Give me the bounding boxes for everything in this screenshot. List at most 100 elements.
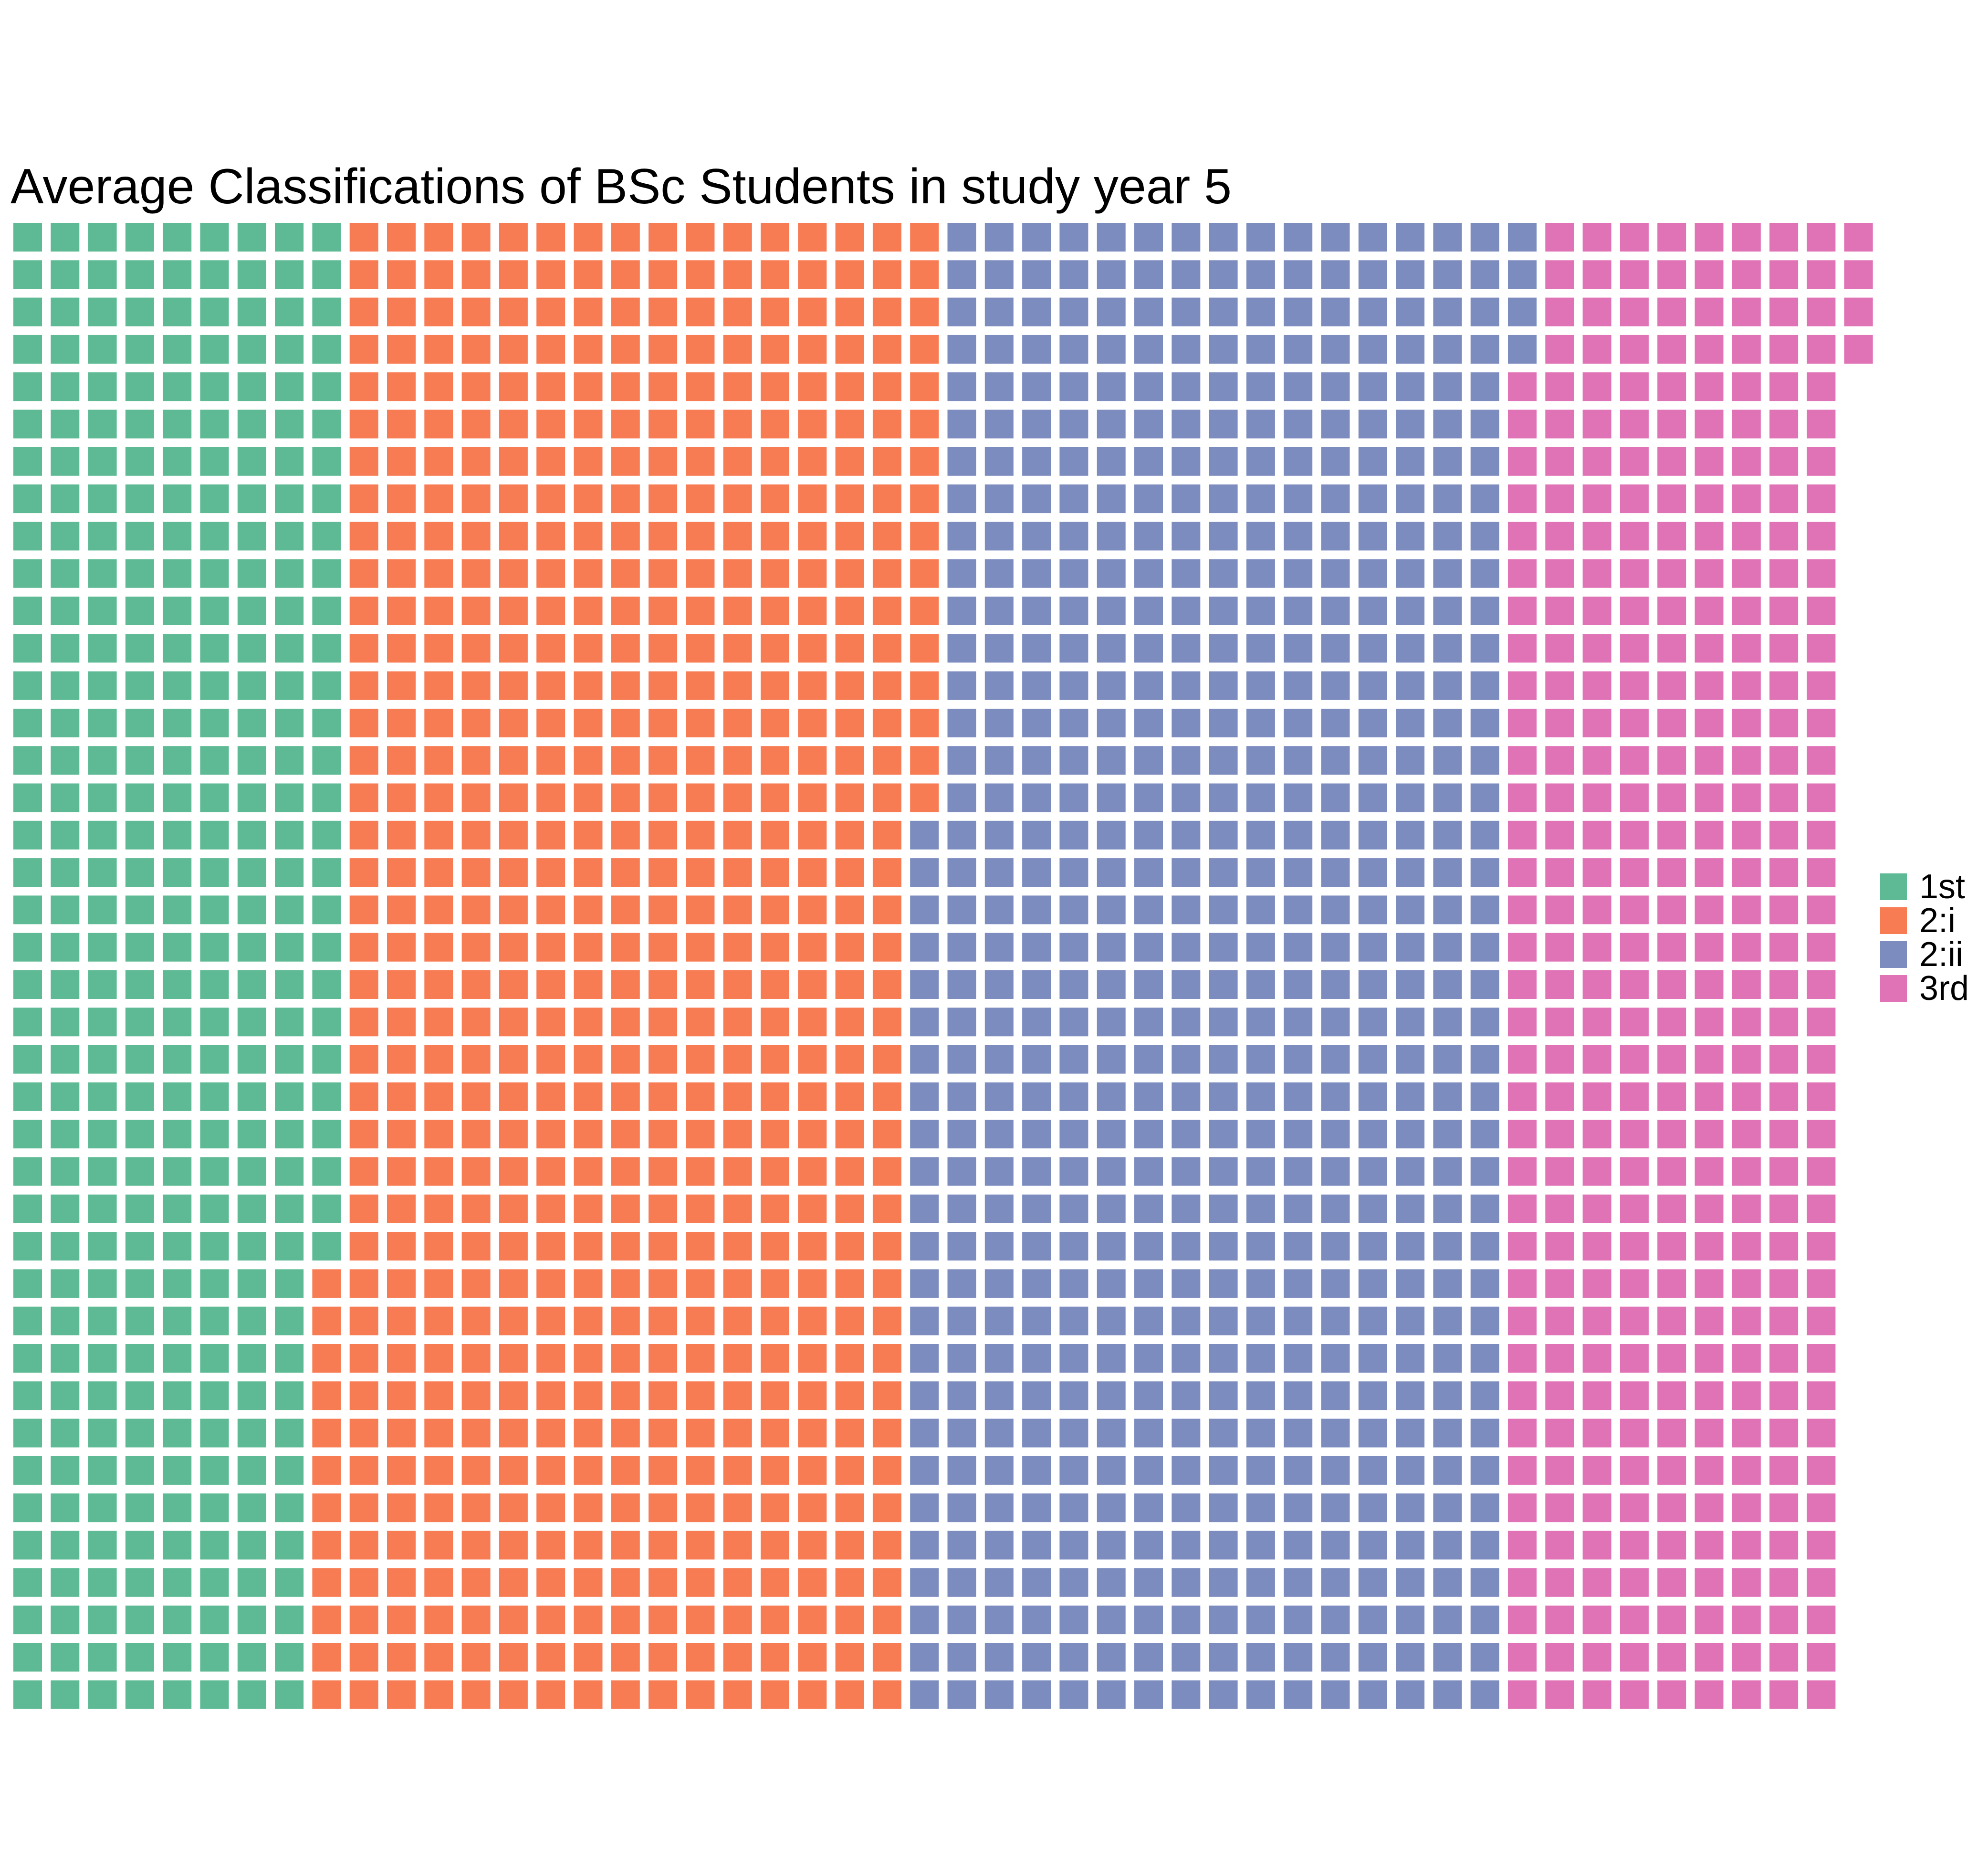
waffle-cell-3rd [1732, 1418, 1761, 1448]
waffle-cell-3rd [1582, 634, 1611, 663]
waffle-cell-3rd [1620, 1120, 1649, 1149]
waffle-cell-1st [312, 522, 341, 551]
waffle-cell-2:ii [1172, 1680, 1201, 1709]
waffle-cells [13, 223, 1873, 1709]
waffle-cell-2:i [499, 1082, 528, 1111]
waffle-cell-2:ii [1396, 970, 1425, 999]
waffle-cell-1st [275, 522, 304, 551]
waffle-cell-2:ii [1284, 1120, 1313, 1149]
waffle-cell-2:ii [1134, 260, 1163, 289]
waffle-cell-1st [88, 335, 117, 364]
waffle-cell-1st [125, 708, 154, 737]
waffle-cell-2:ii [1134, 297, 1163, 326]
waffle-cell-2:i [461, 1344, 491, 1373]
waffle-cell-3rd [1582, 1493, 1611, 1522]
waffle-cell-2:ii [1433, 1008, 1462, 1037]
waffle-cell-2:ii [1059, 297, 1088, 326]
waffle-cell-2:i [910, 372, 939, 401]
waffle-cell-1st [51, 1045, 80, 1074]
waffle-cell-2:ii [947, 1456, 976, 1485]
waffle-cell-2:i [424, 970, 453, 999]
waffle-cell-1st [88, 1232, 117, 1261]
waffle-cell-2:i [872, 1418, 901, 1448]
waffle-cell-1st [200, 1493, 229, 1522]
waffle-cell-2:ii [1209, 223, 1238, 252]
waffle-cell-2:ii [1321, 335, 1350, 364]
waffle-cell-2:i [611, 484, 640, 514]
waffle-cell-3rd [1657, 933, 1686, 962]
waffle-cell-1st [237, 783, 266, 812]
waffle-cell-1st [163, 1344, 192, 1373]
waffle-cell-2:i [872, 372, 901, 401]
waffle-cell-2:ii [1396, 1606, 1425, 1635]
waffle-cell-2:ii [947, 1531, 976, 1560]
waffle-cell-2:ii [1433, 1493, 1462, 1522]
waffle-cell-3rd [1545, 746, 1574, 775]
waffle-cell-2:ii [1396, 223, 1425, 252]
legend-item-2:ii: 2:ii [1880, 935, 1963, 974]
waffle-cell-2:i [424, 484, 453, 514]
waffle-cell-2:ii [1284, 410, 1313, 439]
waffle-cell-2:ii [1134, 372, 1163, 401]
waffle-cell-2:ii [1433, 858, 1462, 887]
waffle-cell-2:ii [910, 1008, 939, 1037]
waffle-cell-2:ii [1284, 522, 1313, 551]
waffle-cell-2:ii [1358, 559, 1387, 588]
waffle-cell-3rd [1582, 671, 1611, 700]
waffle-cell-2:ii [1358, 1493, 1387, 1522]
waffle-cell-2:i [872, 1082, 901, 1111]
waffle-cell-2:i [835, 1008, 864, 1037]
waffle-cell-3rd [1695, 708, 1724, 737]
waffle-cell-2:i [461, 223, 491, 252]
waffle-cell-2:i [649, 223, 678, 252]
waffle-cell-2:ii [1433, 1120, 1462, 1149]
waffle-cell-2:i [686, 1157, 715, 1186]
waffle-cell-2:i [761, 783, 789, 812]
waffle-cell-2:i [611, 1418, 640, 1448]
waffle-cell-3rd [1695, 820, 1724, 850]
waffle-cell-1st [88, 223, 117, 252]
waffle-cell-2:i [387, 522, 416, 551]
waffle-cell-2:ii [984, 708, 1014, 737]
waffle-cell-2:ii [1059, 410, 1088, 439]
waffle-cell-3rd [1695, 522, 1724, 551]
waffle-cell-2:ii [1059, 1493, 1088, 1522]
waffle-cell-2:i [649, 260, 678, 289]
waffle-cell-2:ii [1396, 1493, 1425, 1522]
waffle-cell-2:i [798, 933, 827, 962]
waffle-cell-2:ii [1059, 1120, 1088, 1149]
waffle-cell-2:i [536, 1269, 565, 1298]
waffle-cell-2:i [611, 223, 640, 252]
waffle-cell-2:i [649, 1045, 678, 1074]
waffle-cell-2:i [536, 260, 565, 289]
waffle-cell-3rd [1508, 1082, 1537, 1111]
waffle-cell-2:i [910, 559, 939, 588]
waffle-cell-2:i [649, 1606, 678, 1635]
waffle-cell-3rd [1695, 447, 1724, 476]
waffle-cell-2:ii [1209, 1232, 1238, 1261]
waffle-cell-2:i [611, 858, 640, 887]
waffle-cell-2:i [761, 260, 789, 289]
waffle-cell-1st [125, 1344, 154, 1373]
waffle-cell-2:ii [1470, 260, 1499, 289]
waffle-cell-2:i [312, 1306, 341, 1335]
waffle-cell-1st [312, 335, 341, 364]
waffle-cell-1st [275, 1531, 304, 1560]
waffle-cell-1st [88, 1493, 117, 1522]
waffle-cell-2:i [349, 1680, 378, 1709]
waffle-cell-3rd [1545, 1568, 1574, 1597]
waffle-cell-2:i [536, 559, 565, 588]
waffle-cell-1st [200, 933, 229, 962]
waffle-cell-2:ii [1470, 933, 1499, 962]
waffle-cell-3rd [1657, 1606, 1686, 1635]
waffle-cell-2:i [686, 1269, 715, 1298]
waffle-cell-2:i [536, 1306, 565, 1335]
waffle-cell-2:i [798, 410, 827, 439]
waffle-cell-2:i [761, 1680, 789, 1709]
waffle-cell-1st [312, 372, 341, 401]
waffle-cell-2:ii [1321, 1082, 1350, 1111]
waffle-cell-2:i [649, 1456, 678, 1485]
waffle-cell-1st [125, 1418, 154, 1448]
waffle-cell-2:i [387, 1643, 416, 1672]
waffle-cell-2:i [611, 820, 640, 850]
